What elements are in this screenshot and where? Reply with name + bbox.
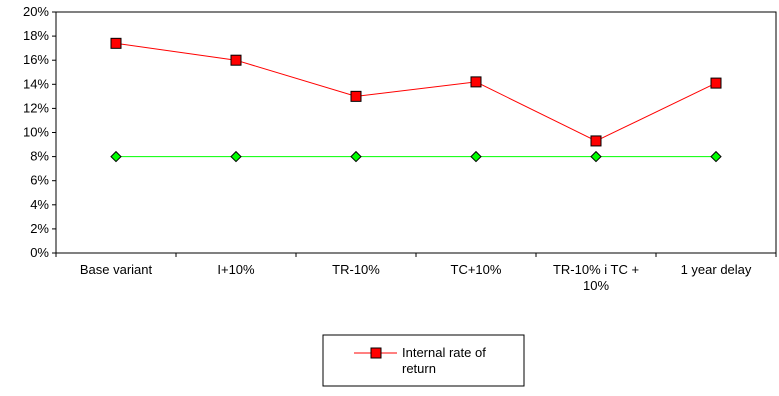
y-tick-label: 18% <box>23 28 49 43</box>
legend-box <box>322 334 525 387</box>
data-point-diamond <box>470 150 482 163</box>
data-point-diamond <box>110 150 122 163</box>
data-point-diamond <box>590 150 602 163</box>
data-point-square <box>110 37 122 49</box>
series-line <box>115 42 717 142</box>
y-tick-label: 14% <box>23 76 49 91</box>
plot-border <box>55 11 777 254</box>
legend-marker <box>370 347 382 359</box>
y-axis: 0% 2% 4% 6% 8% 10% 12% 14% 16% 18% 20% <box>23 4 56 260</box>
data-point-square <box>590 135 602 147</box>
y-tick-label: 0% <box>30 245 49 260</box>
y-tick-label: 12% <box>23 100 49 115</box>
x-tick-label: Base variant <box>80 262 153 277</box>
data-point-diamond <box>350 150 362 163</box>
data-point-square <box>350 90 362 102</box>
plot-area <box>55 11 777 254</box>
y-tick-label: 6% <box>30 173 49 188</box>
y-tick-label: 10% <box>23 125 49 140</box>
x-tick-label: TC+10% <box>451 262 502 277</box>
data-point-square <box>710 77 722 89</box>
x-tick-label: TR-10% <box>332 262 380 277</box>
data-point-square <box>470 76 482 88</box>
legend-label: Internal rate of return <box>402 345 486 376</box>
x-tick-label: TR-10% i TC +10% <box>553 262 639 293</box>
y-tick-label: 4% <box>30 197 49 212</box>
y-tick-label: 2% <box>30 221 49 236</box>
x-axis: Base variant I+10% TR-10% TC+10% TR-10% i TC… <box>55 253 777 293</box>
x-tick-label: 1 year delay <box>681 262 752 277</box>
series-layer <box>110 37 722 163</box>
data-point-diamond <box>230 150 242 163</box>
y-tick-label: 16% <box>23 52 49 67</box>
data-point-square <box>230 54 242 66</box>
data-point-diamond <box>710 150 722 163</box>
legend: Internal rate of return <box>322 334 525 387</box>
x-tick-label: I+10% <box>217 262 255 277</box>
y-tick-label: 20% <box>23 4 49 19</box>
y-tick-label: 8% <box>30 149 49 164</box>
